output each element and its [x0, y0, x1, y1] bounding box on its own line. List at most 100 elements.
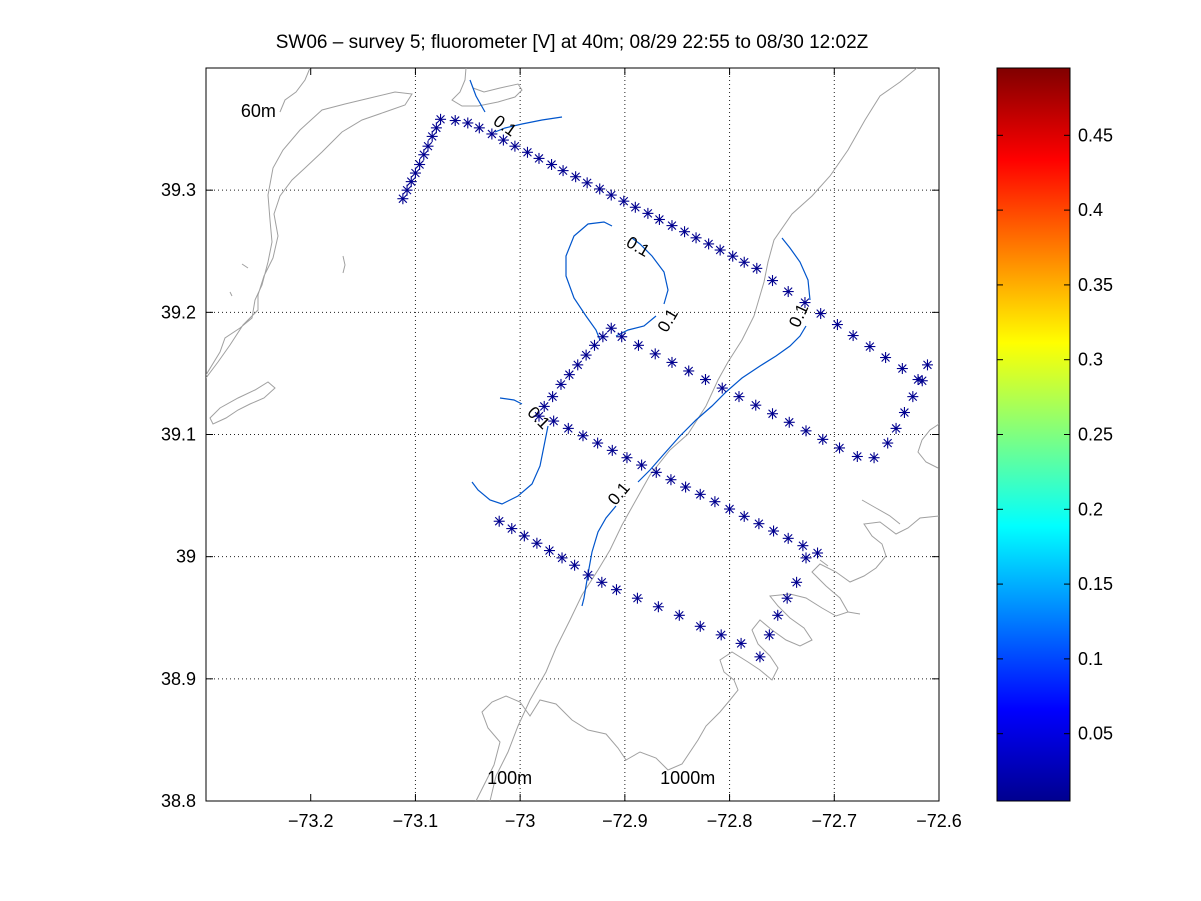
isobath-right-edge-2: [861, 499, 901, 525]
isobath-bottom-right-2: [847, 611, 861, 615]
station-marker: [754, 651, 766, 663]
contour-lower: [581, 505, 617, 607]
colorbar-tick-label: 0.45: [1078, 125, 1113, 145]
station-marker: [782, 286, 794, 298]
station-marker: [473, 122, 485, 134]
station-marker: [690, 232, 702, 244]
x-tick-label: −73: [505, 811, 536, 831]
station-marker: [506, 523, 518, 535]
isobath-label: 60m: [241, 101, 276, 121]
station-marker: [868, 452, 880, 464]
x-tick-label: −72.7: [812, 811, 858, 831]
station-marker: [714, 244, 726, 256]
station-marker: [562, 422, 574, 434]
station-marker: [618, 195, 630, 207]
station-marker: [694, 488, 706, 500]
station-marker: [715, 629, 727, 641]
station-marker: [800, 552, 812, 564]
station-marker: [815, 308, 827, 320]
shoal-lower-left: [209, 381, 276, 425]
map-axes-frame: [205, 67, 940, 802]
y-tick-label: 39.1: [161, 425, 196, 445]
colorbar-tick-label: 0.25: [1078, 425, 1113, 445]
station-marker: [772, 609, 784, 621]
station-marker: [896, 363, 908, 375]
station-markers: [397, 113, 933, 663]
station-marker: [921, 359, 933, 371]
colorbar-tick-label: 0.3: [1078, 350, 1103, 370]
station-marker: [642, 207, 654, 219]
station-marker: [570, 171, 582, 183]
station-marker: [631, 592, 643, 604]
station-marker: [577, 430, 589, 442]
station-marker: [694, 620, 706, 632]
station-marker: [738, 256, 750, 268]
station-marker: [605, 189, 617, 201]
station-marker: [414, 159, 426, 171]
station-marker: [547, 391, 559, 403]
station-marker: [569, 559, 581, 571]
station-marker: [521, 146, 533, 158]
station-marker: [409, 167, 421, 179]
station-marker: [592, 437, 604, 449]
colorbar-tick-label: 0.4: [1078, 200, 1103, 220]
station-marker: [538, 400, 550, 412]
station-marker: [683, 365, 695, 377]
contour-lines: [469, 79, 811, 607]
station-marker: [666, 220, 678, 232]
isobath-labels: 60m 100m 1000m: [241, 101, 715, 788]
station-marker: [652, 601, 664, 613]
station-marker: [580, 349, 592, 361]
station-marker: [703, 238, 715, 250]
colorbar-tick-label: 0.35: [1078, 275, 1113, 295]
x-tick-label: −72.9: [602, 811, 648, 831]
station-marker: [650, 466, 662, 478]
station-marker: [606, 444, 618, 456]
station-marker: [605, 322, 617, 334]
station-marker: [898, 407, 910, 419]
station-marker: [546, 159, 558, 171]
station-marker: [817, 433, 829, 445]
chart-title: SW06 – survey 5; fluorometer [V] at 40m;…: [276, 32, 869, 53]
station-marker: [763, 629, 775, 641]
colorbar-tick-label: 0.15: [1078, 574, 1113, 594]
station-marker: [616, 331, 628, 343]
station-marker: [831, 319, 843, 331]
canyon-isobath-bottom: [475, 515, 939, 801]
x-tick-label: −72.6: [916, 811, 962, 831]
station-marker: [727, 250, 739, 262]
station-marker: [673, 609, 685, 621]
isobath-right-edge: [917, 423, 939, 469]
station-marker: [497, 134, 509, 146]
station-marker: [799, 297, 811, 309]
colorbar-tick-label: 0.2: [1078, 499, 1103, 519]
station-marker: [610, 584, 622, 596]
x-axis-ticks: −73.2 −73.1 −73 −72.9 −72.8 −72.7 −72.6: [288, 68, 962, 831]
station-marker: [864, 341, 876, 353]
station-marker: [735, 637, 747, 649]
station-marker: [649, 348, 661, 360]
station-marker: [556, 552, 568, 564]
station-marker: [449, 115, 461, 127]
station-marker: [709, 496, 721, 508]
station-marker: [572, 359, 584, 371]
shelf-isobath-line: [206, 91, 413, 379]
station-marker: [665, 474, 677, 486]
station-marker: [509, 140, 521, 152]
station-marker: [767, 408, 779, 420]
station-marker: [724, 503, 736, 515]
station-marker: [493, 515, 505, 527]
station-marker: [680, 481, 692, 493]
colorbar-tick-label: 0.1: [1078, 649, 1103, 669]
colorbar: [996, 67, 1071, 802]
station-marker: [597, 331, 609, 343]
isobath-bottom-right: [819, 559, 829, 567]
station-marker: [596, 576, 608, 588]
station-marker: [533, 152, 545, 164]
station-marker: [435, 113, 447, 125]
station-marker: [518, 530, 530, 542]
x-tick-label: −73.1: [393, 811, 439, 831]
station-marker: [543, 545, 555, 557]
station-marker: [753, 518, 765, 530]
